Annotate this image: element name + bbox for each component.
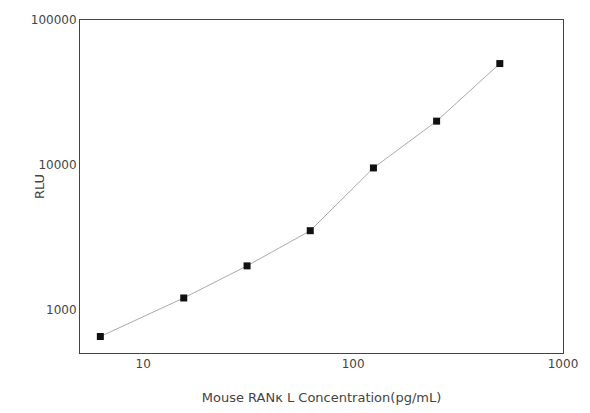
svg-text:10000: 10000 [38,158,76,172]
svg-text:Mouse RANκ L Concentration(pg/: Mouse RANκ L Concentration(pg/mL) [202,390,442,405]
svg-text:100000: 100000 [31,13,77,27]
svg-text:1000: 1000 [548,357,579,371]
svg-text:10: 10 [136,357,151,371]
svg-text:1000: 1000 [46,303,77,317]
svg-text:RLU: RLU [32,174,47,199]
svg-text:100: 100 [342,357,365,371]
